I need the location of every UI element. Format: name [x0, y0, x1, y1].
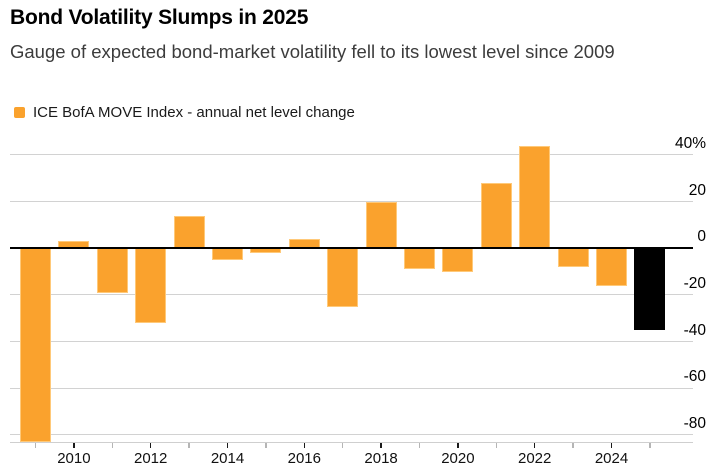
- x-axis-label-2020: 2020: [441, 450, 475, 467]
- x-tick-2023: [572, 443, 574, 448]
- y-axis-label-20: 20: [688, 181, 706, 199]
- bar-2021: [480, 182, 512, 249]
- x-axis-line: [10, 442, 693, 443]
- bar-2013: [173, 215, 205, 249]
- bar-2019: [404, 248, 435, 270]
- legend: ICE BofA MOVE Index - annual net level c…: [14, 104, 355, 121]
- bar-2014: [212, 248, 243, 260]
- x-axis-label-2024: 2024: [594, 450, 629, 467]
- gridline-20: [10, 201, 693, 203]
- x-tick-2022: [533, 443, 536, 448]
- y-axis-label-0: 0: [697, 228, 706, 246]
- zero-gridline: [10, 247, 693, 250]
- bar-2023: [557, 248, 589, 267]
- x-tick-2017: [341, 443, 344, 448]
- x-axis-label-2014: 2014: [210, 450, 245, 467]
- bar-2012: [135, 248, 167, 323]
- gridline--80: [10, 434, 693, 436]
- y-axis-label--40: -40: [683, 321, 706, 339]
- x-tick-2025: [649, 443, 651, 448]
- x-tick-2015: [265, 443, 267, 448]
- x-axis-label-2016: 2016: [287, 450, 321, 467]
- x-tick-2009: [34, 443, 37, 448]
- x-tick-2019: [418, 443, 421, 448]
- legend-label: ICE BofA MOVE Index - annual net level c…: [33, 104, 355, 121]
- x-tick-2011: [111, 443, 114, 448]
- x-tick-2021: [495, 443, 498, 448]
- y-axis-label--80: -80: [683, 414, 706, 432]
- x-tick-2020: [457, 443, 459, 448]
- y-axis-label--20: -20: [683, 274, 706, 292]
- bar-2011: [96, 248, 128, 293]
- x-tick-2024: [610, 443, 613, 448]
- x-tick-2012: [149, 443, 152, 448]
- y-axis-label-40: 40%: [674, 134, 706, 152]
- x-axis-label-2018: 2018: [364, 450, 398, 467]
- x-axis-label-2010: 2010: [57, 450, 91, 467]
- bar-2020: [442, 248, 474, 272]
- x-axis-label-2022: 2022: [518, 450, 552, 467]
- gridline--40: [10, 341, 693, 343]
- x-tick-2014: [226, 443, 229, 448]
- bar-2022: [519, 145, 551, 249]
- gridline-40: [10, 154, 693, 156]
- bar-2025: [634, 248, 666, 330]
- chart-title: Bond Volatility Slumps in 2025: [10, 6, 309, 29]
- legend-swatch-icon: [14, 107, 25, 118]
- bar-2017: [327, 248, 359, 307]
- y-axis-label--60: -60: [683, 368, 706, 386]
- chart-subtitle: Gauge of expected bond-market volatility…: [10, 41, 615, 62]
- bar-2009: [20, 248, 51, 442]
- x-tick-2018: [380, 443, 382, 448]
- x-axis-label-2012: 2012: [134, 450, 168, 467]
- gridline--60: [10, 387, 693, 389]
- bar-2024: [596, 248, 627, 286]
- x-tick-2010: [73, 443, 75, 448]
- x-tick-2013: [188, 443, 190, 448]
- x-tick-2016: [303, 443, 306, 448]
- bar-2018: [365, 201, 397, 249]
